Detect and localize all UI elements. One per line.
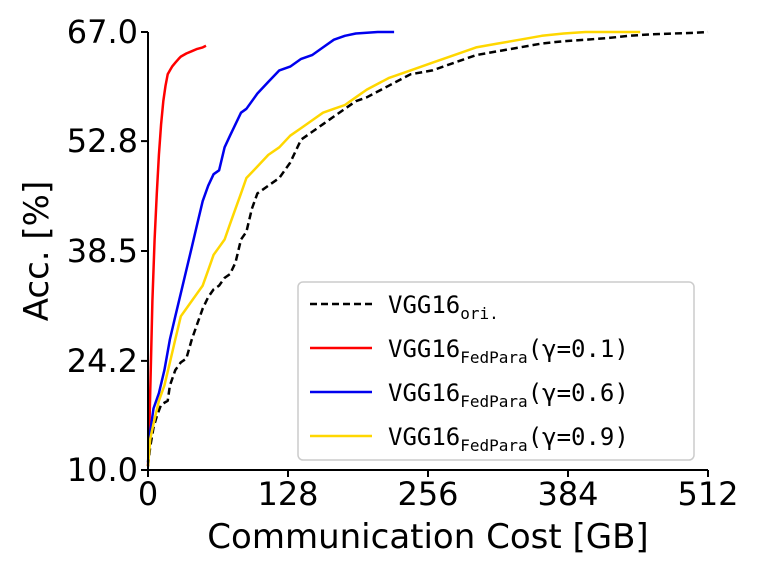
ticks: 0 128 256 384 512 10.0 24.2 38.5 52.8 67.0 [67, 13, 739, 513]
x-tick-label: 0 [138, 475, 158, 513]
x-axis-title: Communication Cost [GB] [207, 517, 648, 557]
y-tick-label: 38.5 [67, 232, 138, 270]
x-tick-label: 256 [397, 475, 458, 513]
series-line-ori [146, 30, 709, 467]
legend-label-ori: VGG16ori. [388, 291, 499, 323]
legend-label-p01: VGG16FedPara(γ=0.1) [388, 335, 629, 367]
series-line-p06 [146, 30, 395, 463]
legend-frame [297, 281, 695, 461]
y-axis-title: Acc. [%] [17, 181, 57, 322]
y-tick-label: 10.0 [67, 451, 138, 489]
y-tick-label: 67.0 [67, 13, 138, 51]
y-tick-label: 52.8 [67, 122, 138, 160]
x-tick-label: 128 [257, 475, 318, 513]
legend: VGG16ori. VGG16FedPara(γ=0.1) VGG16FedPara… [297, 281, 695, 461]
y-tick-label: 24.2 [67, 342, 138, 380]
series-line-p09 [146, 30, 641, 467]
legend-label-p06: VGG16FedPara(γ=0.6) [388, 379, 629, 411]
series-line-p01 [146, 44, 207, 467]
x-tick-label: 384 [537, 475, 598, 513]
x-tick-label: 512 [677, 475, 738, 513]
legend-label-p09: VGG16FedPara(γ=0.9) [388, 423, 629, 455]
plot-lines [146, 30, 709, 467]
